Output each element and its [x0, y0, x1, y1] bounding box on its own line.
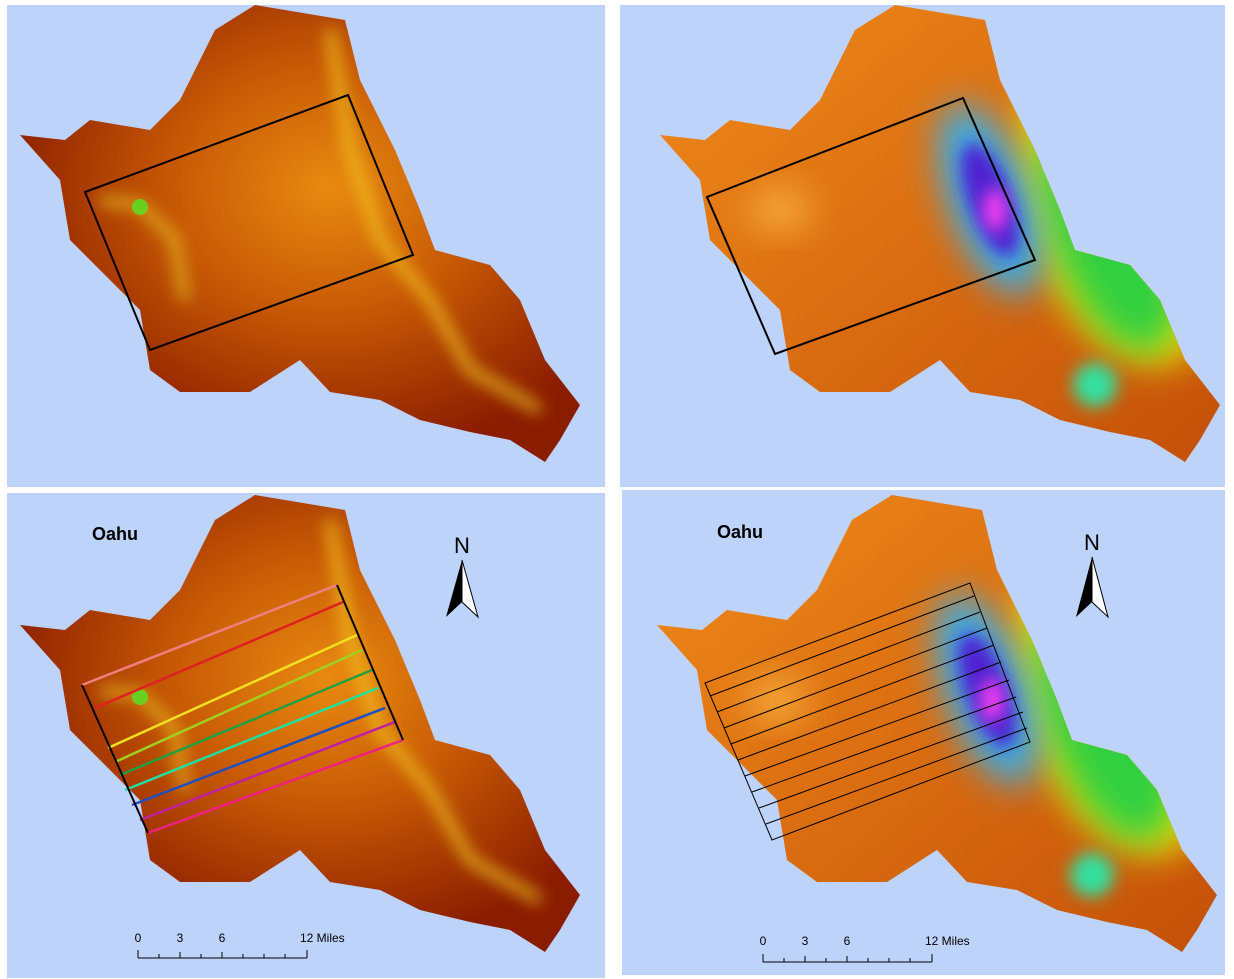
scale-label: 0	[135, 931, 142, 945]
panel-density-transects: Oahu N 0 3 6 12 Miles	[622, 490, 1225, 975]
panel-transects: Oahu N 0 3 6 12 Miles	[7, 493, 605, 978]
map-title: Oahu	[92, 524, 138, 544]
edge	[336, 584, 404, 741]
scale-label: 3	[802, 934, 809, 948]
scale-bar: 0 3 6 12 Miles	[760, 934, 970, 963]
panel-density	[620, 5, 1225, 487]
transects	[81, 583, 404, 835]
north-arrow	[461, 559, 479, 619]
study-area	[83, 93, 415, 352]
scale-bar: 0 3 6 12 Miles	[135, 931, 345, 959]
scale-label: 12 Miles	[300, 931, 345, 945]
transects	[704, 582, 1031, 841]
north-label: N	[1084, 530, 1100, 555]
north-arrow	[1076, 557, 1092, 617]
edge	[81, 684, 149, 834]
scale-label: 0	[760, 934, 767, 948]
scale-label: 12 Miles	[925, 934, 970, 948]
scale-label: 3	[177, 931, 184, 945]
scale-label: 6	[844, 934, 851, 948]
north-arrow	[1091, 556, 1109, 619]
panel-elevation	[7, 5, 605, 487]
map-title: Oahu	[717, 522, 763, 542]
north-arrow	[446, 560, 462, 617]
scale-label: 6	[219, 931, 226, 945]
study-area	[705, 96, 1037, 356]
north-label: N	[454, 533, 470, 558]
